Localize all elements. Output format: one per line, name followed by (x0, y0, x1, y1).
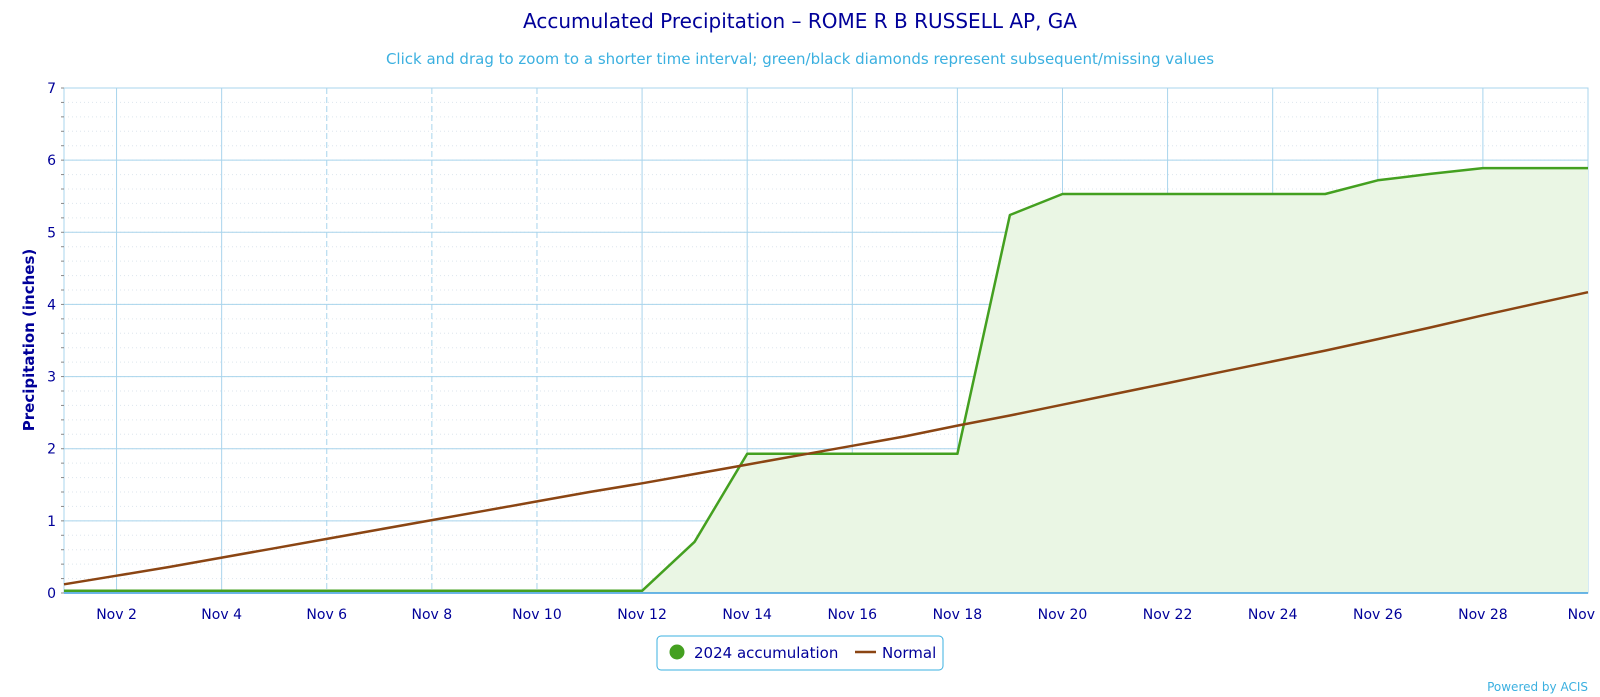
accumulation-line[interactable] (64, 166, 1588, 593)
x-tick-label: Nov 12 (617, 607, 667, 623)
axes: 0 1 2 3 4 5 6 7 Nov 2 Nov 4 Nov 6 Nov 8 Nov 10 Nov 12… (47, 81, 1600, 623)
series-layer (63, 166, 1589, 593)
y-tick-label: 4 (47, 297, 56, 313)
powered-by-credit[interactable]: Powered by ACIS (1487, 680, 1588, 694)
y-tick-label: 6 (47, 153, 56, 169)
x-tick-label: Nov 2 (96, 607, 137, 623)
y-axis-label: Precipitation (inches) (20, 249, 38, 432)
y-tick-label: 3 (47, 370, 56, 386)
y-tick-label: 2 (47, 442, 56, 458)
legend-accumulation-swatch (669, 644, 685, 660)
x-tick-label: Nov 6 (306, 607, 347, 623)
x-tick-label: Nov 10 (512, 607, 562, 623)
x-tick-label: Nov 26 (1353, 607, 1403, 623)
y-tick-label: 5 (47, 225, 56, 241)
y-tick-label: 7 (47, 81, 56, 97)
x-tick-label: Nov 20 (1038, 607, 1088, 623)
legend-box (656, 635, 944, 671)
legend-normal-label[interactable]: Normal (882, 644, 936, 662)
x-tick-label: Nov 8 (412, 607, 453, 623)
legend-accumulation-label[interactable]: 2024 accumulation (694, 644, 838, 662)
chart-title: Accumulated Precipitation – ROME R B RUS… (523, 9, 1077, 33)
x-tick-label: Nov 22 (1143, 607, 1193, 623)
x-tick-label: Nov 14 (722, 607, 772, 623)
x-tick-label: Nov 16 (827, 607, 877, 623)
x-tick-label: Nov 3 (1568, 607, 1600, 623)
chart-subtitle: Click and drag to zoom to a shorter time… (386, 50, 1214, 68)
y-tick-label: 1 (47, 514, 56, 530)
x-tick-label: Nov 18 (933, 607, 983, 623)
x-tick-label: Nov 4 (201, 607, 242, 623)
normal-line[interactable] (63, 290, 1589, 586)
x-tick-label: Nov 28 (1458, 607, 1508, 623)
x-tick-label: Nov 24 (1248, 607, 1298, 623)
accumulation-area (64, 168, 1588, 593)
legend[interactable]: 2024 accumulation Normal (656, 635, 944, 671)
y-tick-label: 0 (47, 586, 56, 602)
